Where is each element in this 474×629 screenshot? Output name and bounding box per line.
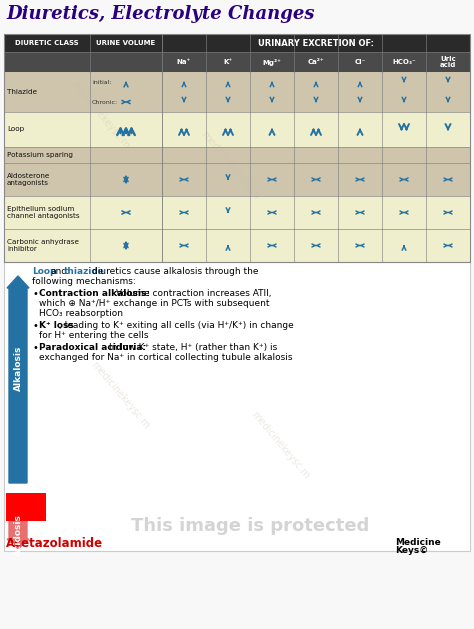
Text: diuretics cause alkalosis through the: diuretics cause alkalosis through the xyxy=(92,267,258,276)
Bar xyxy=(4,147,470,163)
Text: K⁺ loss: K⁺ loss xyxy=(39,321,74,330)
Text: Uric
acid: Uric acid xyxy=(440,56,456,69)
Text: , leading to K⁺ exiting all cells (via H⁺/K⁺) in change: , leading to K⁺ exiting all cells (via H… xyxy=(59,321,294,330)
Text: URINE VOLUME: URINE VOLUME xyxy=(96,40,155,46)
Text: medicinekeysc.m: medicinekeysc.m xyxy=(69,80,131,151)
Text: Potassium sparing: Potassium sparing xyxy=(7,152,73,158)
Text: Alkalosis: Alkalosis xyxy=(13,346,22,391)
Text: Chronic:: Chronic: xyxy=(92,99,118,104)
Text: HCO₃ reabsorption: HCO₃ reabsorption xyxy=(39,309,123,318)
Text: Epithelium sodium
channel antagonists: Epithelium sodium channel antagonists xyxy=(7,206,80,220)
Text: Paradoxical aciduria:: Paradoxical aciduria: xyxy=(39,343,146,352)
Bar xyxy=(4,34,470,52)
Text: Loop: Loop xyxy=(32,267,56,276)
Text: Thiazide: Thiazide xyxy=(7,89,37,95)
Text: K⁺: K⁺ xyxy=(223,59,233,65)
Text: In low K⁺ state, H⁺ (rather than K⁺) is: In low K⁺ state, H⁺ (rather than K⁺) is xyxy=(109,343,277,352)
Text: and: and xyxy=(51,267,68,276)
Text: for H⁺ entering the cells: for H⁺ entering the cells xyxy=(39,331,148,340)
Bar xyxy=(4,112,470,147)
FancyArrow shape xyxy=(7,521,29,549)
Text: which ⊕ Na⁺/H⁺ exchange in PCTs with subsequent: which ⊕ Na⁺/H⁺ exchange in PCTs with sub… xyxy=(39,299,270,308)
FancyArrow shape xyxy=(7,276,29,483)
Text: Loop: Loop xyxy=(7,126,24,133)
Text: medicinekeysc.m: medicinekeysc.m xyxy=(249,409,311,481)
Text: DIURETIC CLASS: DIURETIC CLASS xyxy=(15,40,79,46)
Text: •: • xyxy=(32,343,38,353)
Text: •: • xyxy=(32,289,38,299)
Text: following mechanisms:: following mechanisms: xyxy=(32,277,136,286)
Bar xyxy=(4,262,470,551)
Text: HCO₃⁻: HCO₃⁻ xyxy=(392,59,416,65)
Text: Na⁺: Na⁺ xyxy=(177,59,191,65)
Text: Medicine: Medicine xyxy=(395,538,441,547)
Text: initial:: initial: xyxy=(92,79,111,84)
Text: Acidosis: Acidosis xyxy=(13,514,22,556)
Bar xyxy=(4,163,470,196)
Text: Ca²⁺: Ca²⁺ xyxy=(308,59,324,65)
Bar xyxy=(4,52,470,72)
Text: medicinekeysc.m: medicinekeysc.m xyxy=(89,360,151,431)
Bar xyxy=(4,229,470,262)
Text: URINARY EXCRETION OF:: URINARY EXCRETION OF: xyxy=(258,38,374,48)
Bar xyxy=(6,493,46,521)
Text: Diuretics, Electrolyte Changes: Diuretics, Electrolyte Changes xyxy=(6,5,315,23)
Text: Contraction alkalosis:: Contraction alkalosis: xyxy=(39,289,150,298)
Text: Cl⁻: Cl⁻ xyxy=(354,59,365,65)
Bar xyxy=(4,34,470,262)
Text: Volume contraction increases ATII,: Volume contraction increases ATII, xyxy=(116,289,272,298)
Text: medicinekeysc.m: medicinekeysc.m xyxy=(199,130,261,201)
Text: Keys©: Keys© xyxy=(395,546,428,555)
Text: exchanged for Na⁺ in cortical collecting tubule alkalosis: exchanged for Na⁺ in cortical collecting… xyxy=(39,353,292,362)
Text: This image is protected: This image is protected xyxy=(131,517,369,535)
Text: •: • xyxy=(32,321,38,331)
Bar xyxy=(4,72,470,112)
Text: Carbonic anhydrase
inhibitor: Carbonic anhydrase inhibitor xyxy=(7,239,79,252)
Text: thiazide: thiazide xyxy=(64,267,105,276)
Text: Aldosterone
antagonists: Aldosterone antagonists xyxy=(7,173,50,186)
Text: Mg²⁺: Mg²⁺ xyxy=(263,58,282,65)
Bar xyxy=(4,196,470,229)
Text: Acetazolamide: Acetazolamide xyxy=(6,537,103,550)
